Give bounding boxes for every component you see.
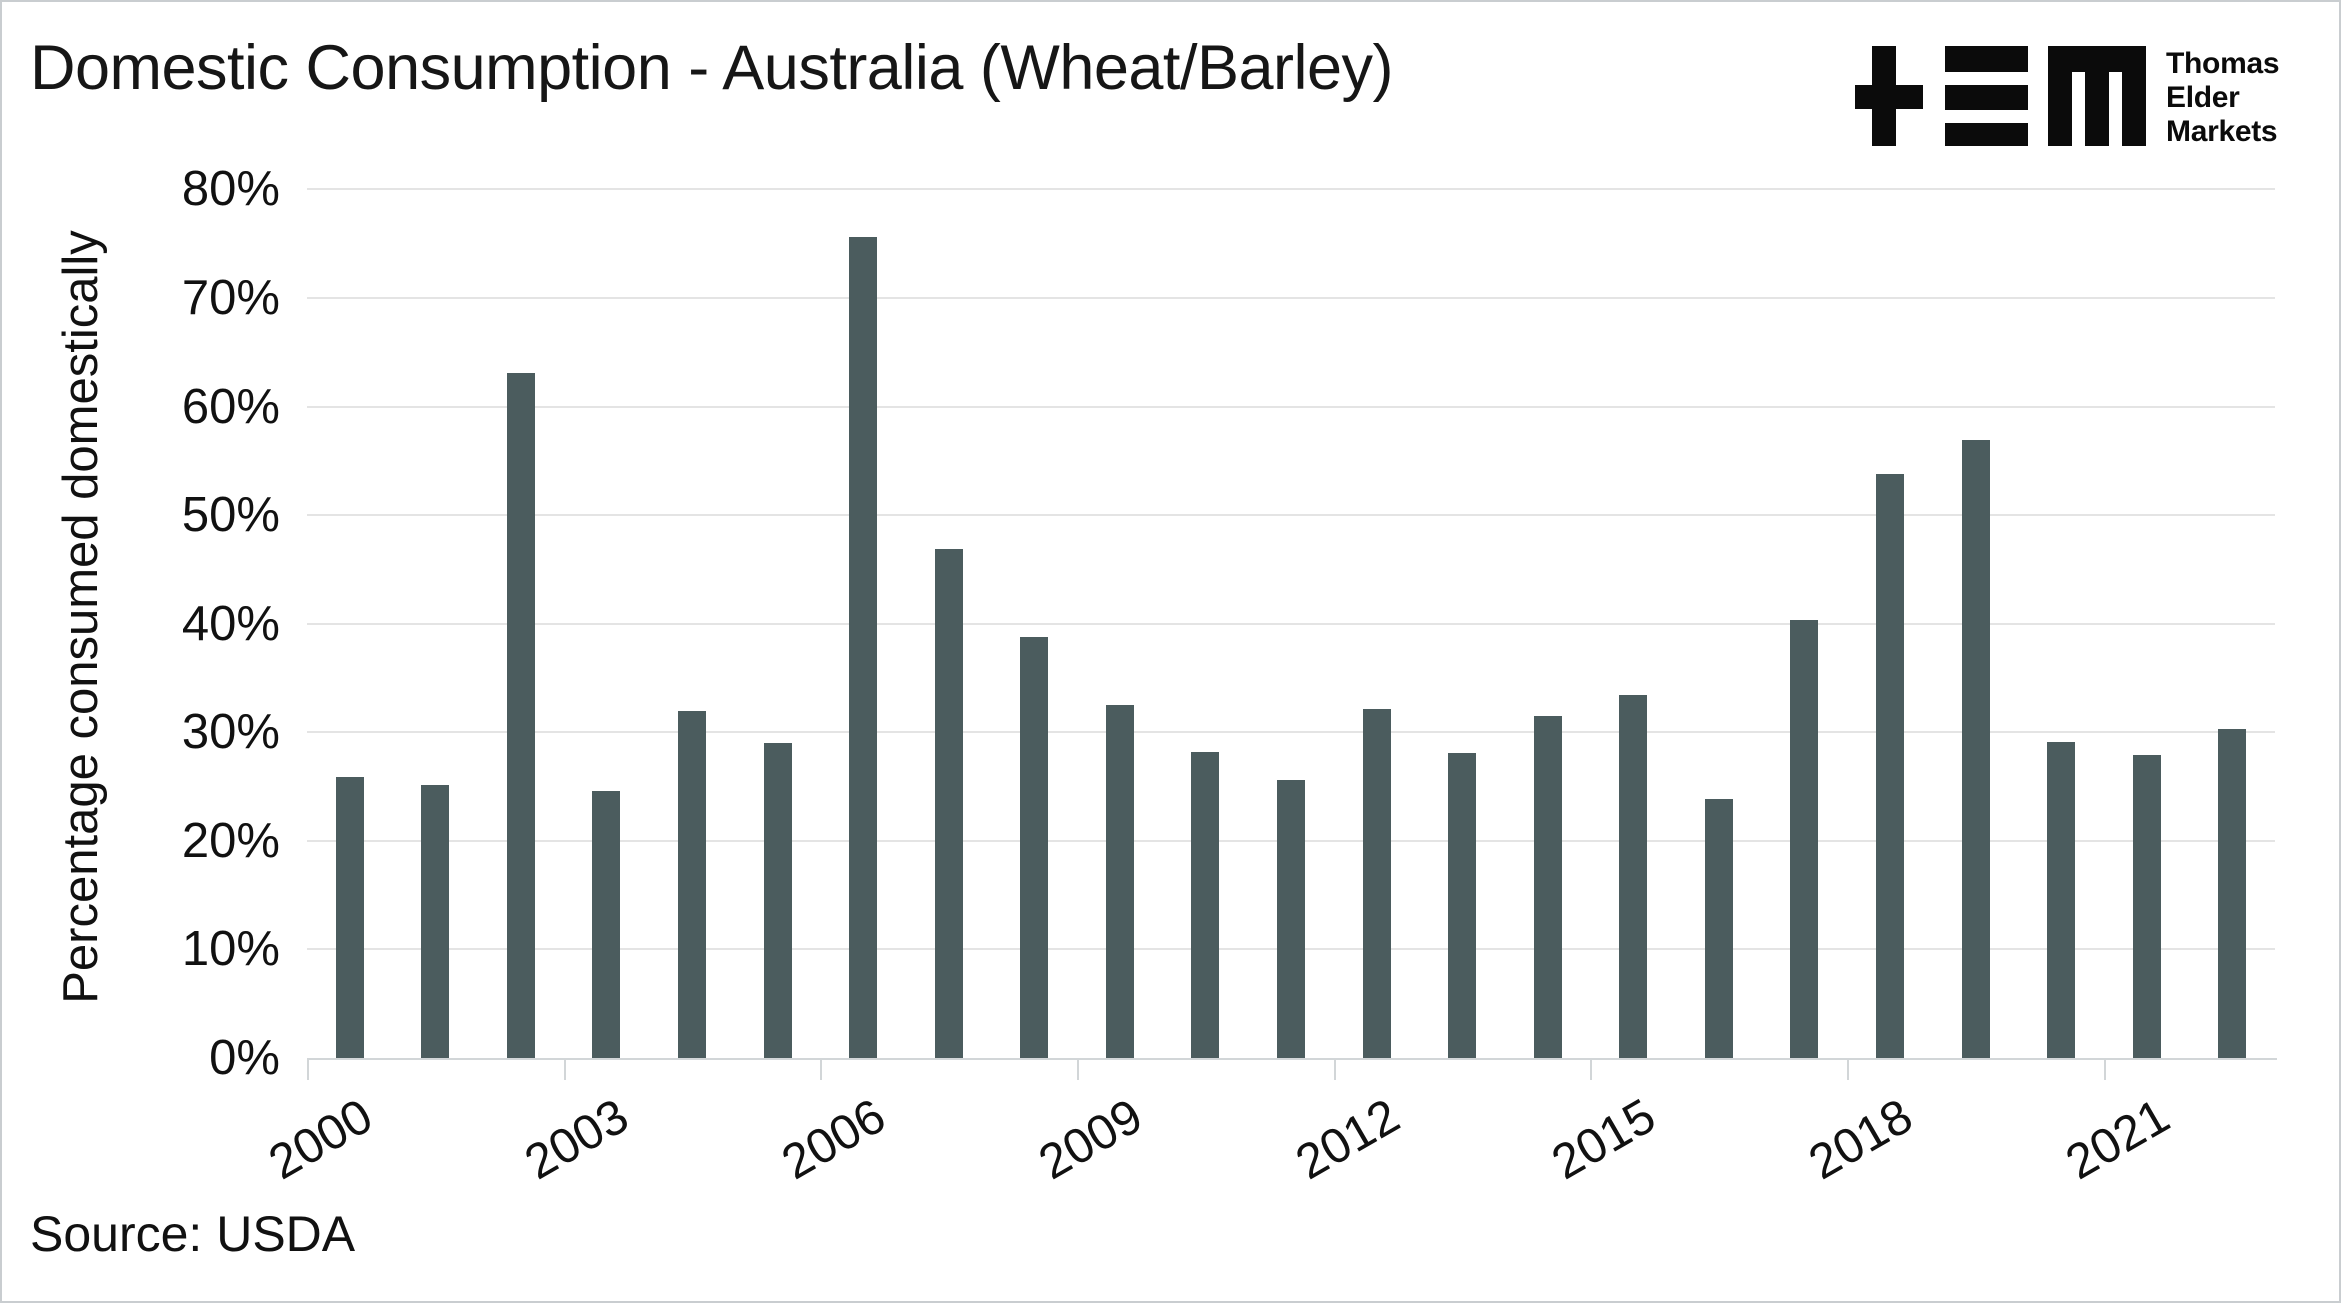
bar-2019	[1961, 440, 1990, 1058]
x-axis-line	[307, 1058, 2277, 1060]
x-axis-tick-label: 2012	[1286, 1088, 1409, 1191]
x-axis-tick	[1590, 1058, 1593, 1080]
bar-2009	[1105, 705, 1134, 1058]
tem-logo-icon	[1855, 46, 2146, 146]
x-axis-tick-label: 2018	[1800, 1088, 1922, 1191]
bar-2015	[1619, 695, 1648, 1058]
y-axis-tick-label: 0%	[209, 1031, 280, 1085]
y-axis-tick-label: 40%	[181, 596, 280, 651]
y-axis-tick-label: 80%	[181, 162, 280, 217]
bar-2003	[592, 790, 621, 1058]
x-axis-tick	[2103, 1058, 2106, 1080]
y-axis-tick-label: 20%	[181, 813, 280, 868]
x-axis-tick	[1077, 1058, 1080, 1080]
bar-2014	[1533, 716, 1562, 1058]
x-axis-tick-label: 2003	[516, 1088, 638, 1191]
bar-2006	[849, 237, 878, 1058]
y-axis-tick-label: 10%	[181, 922, 280, 977]
logo-wordmark: Thomas Elder Markets	[2166, 47, 2280, 149]
bar-2012	[1362, 709, 1391, 1058]
bar-2007	[934, 548, 963, 1058]
chart-title: Domestic Consumption - Australia (Wheat/…	[30, 33, 1394, 103]
bar-2017	[1790, 620, 1819, 1058]
bar-2002	[506, 372, 535, 1058]
x-axis-tick-label: 2015	[1543, 1088, 1665, 1191]
gridline	[307, 731, 2275, 734]
x-axis-tick-label: 2021	[2056, 1088, 2179, 1191]
bar-2021	[2132, 755, 2161, 1058]
gridline	[307, 514, 2275, 517]
bar-2018	[1875, 473, 1904, 1058]
source-note: Source: USDA	[30, 1206, 356, 1262]
thomas-elder-markets-logo: Thomas Elder Markets	[1855, 46, 2280, 149]
x-axis-tick	[307, 1058, 309, 1080]
gridline	[307, 297, 2275, 299]
bar-2016	[1704, 798, 1733, 1058]
x-axis-tick-label: 2009	[1029, 1088, 1152, 1191]
y-axis-tick-label: 30%	[181, 705, 280, 760]
bar-2005	[763, 743, 792, 1058]
bar-2008	[1020, 636, 1049, 1058]
y-axis-tick-label: 70%	[181, 271, 280, 325]
logo-line-1: Thomas	[2166, 47, 2280, 80]
x-axis-tick	[563, 1058, 566, 1080]
y-axis-tick-label: 50%	[181, 488, 280, 543]
bar-2004	[678, 710, 707, 1058]
bar-2001	[421, 785, 450, 1058]
bar-2020	[2047, 742, 2076, 1058]
logo-line-3: Markets	[2166, 115, 2278, 148]
gridline	[307, 188, 2275, 191]
bar-2010	[1191, 751, 1220, 1058]
x-axis-tick-label: 2000	[259, 1088, 382, 1191]
gridline	[307, 405, 2275, 408]
x-axis-tick	[1333, 1058, 1336, 1080]
y-axis-tick-label: 60%	[181, 379, 280, 434]
x-axis-tick	[820, 1058, 823, 1080]
logo-line-2: Elder	[2166, 81, 2240, 114]
x-axis-tick	[1847, 1058, 1850, 1080]
bar-2013	[1448, 752, 1477, 1058]
bar-2022	[2218, 729, 2247, 1058]
gridline	[307, 622, 2275, 625]
bar-2000	[335, 776, 364, 1058]
x-axis-tick-label: 2006	[773, 1088, 895, 1191]
bar-2011	[1277, 780, 1305, 1058]
